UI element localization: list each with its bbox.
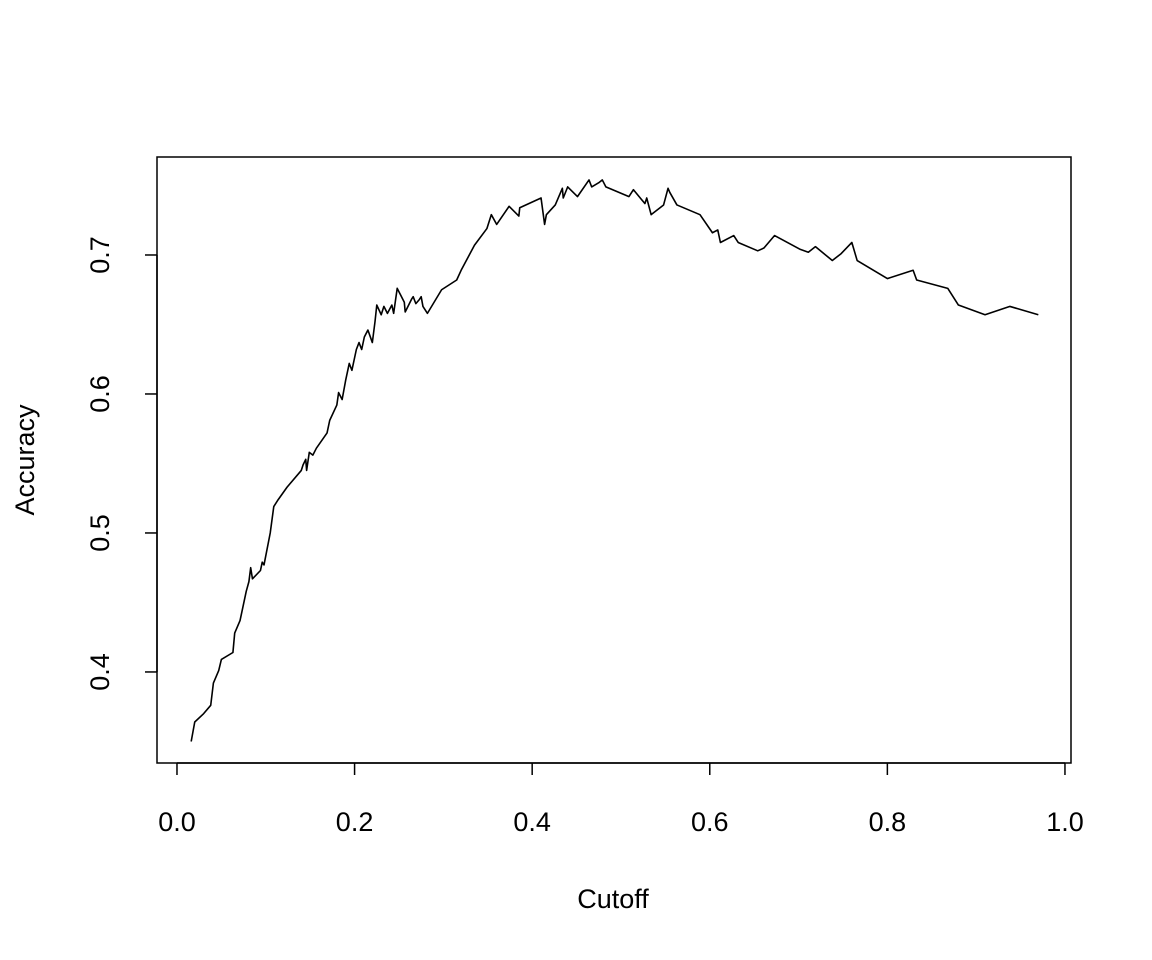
x-tick-label: 0.2 [336, 807, 374, 837]
x-tick-label: 0.0 [158, 807, 196, 837]
y-axis-label: Accuracy [10, 404, 40, 516]
y-tick-label: 0.6 [85, 375, 115, 413]
x-tick-label: 0.4 [513, 807, 551, 837]
x-tick-label: 1.0 [1046, 807, 1084, 837]
plot-box [156, 156, 1072, 764]
x-axis-label: Cutoff [577, 884, 649, 914]
x-tick-label: 0.8 [869, 807, 907, 837]
y-tick-label: 0.7 [85, 236, 115, 274]
y-tick-label: 0.5 [85, 514, 115, 552]
line [190, 179, 1039, 742]
y-tick-label: 0.4 [85, 653, 115, 691]
x-tick-label: 0.6 [691, 807, 729, 837]
